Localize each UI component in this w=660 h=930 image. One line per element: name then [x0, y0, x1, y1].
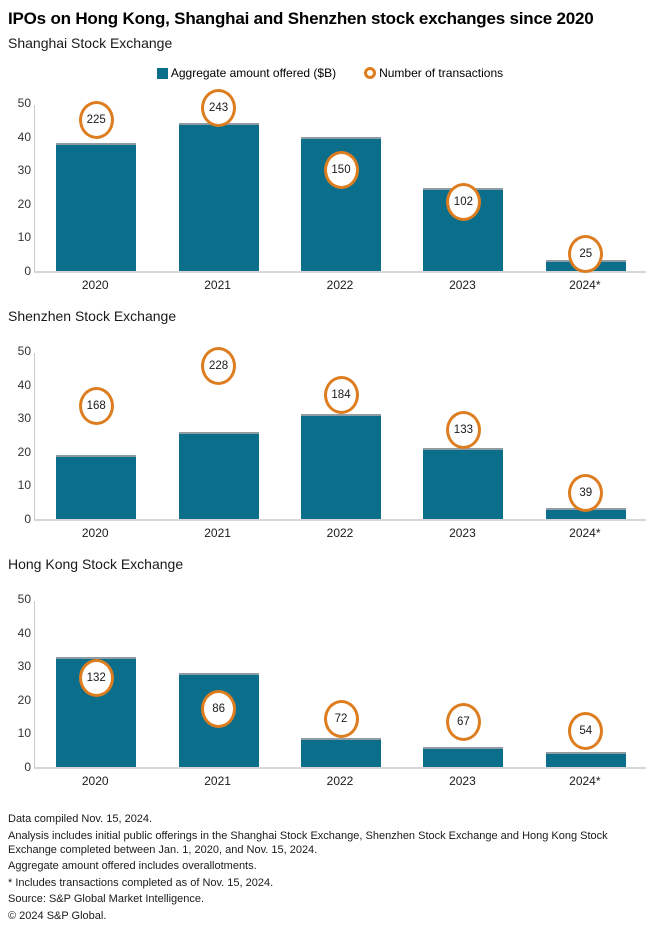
x-axis-label-2023: 2023 — [449, 278, 476, 292]
plot-area-hong-kong: 0 10 20 30 40 50 132 86 72 67 54 — [18, 592, 646, 774]
footnote-5: Source: S&P Global Market Intelligence. — [8, 893, 205, 905]
x-axis-label-2022: 2022 — [326, 278, 354, 292]
transactions-marker-2022: 150 — [323, 151, 359, 190]
chart-section-shanghai: Shanghai Stock Exchange Aggregate amount… — [8, 35, 652, 292]
legend-label-transactions: Number of transactions — [379, 66, 504, 80]
transactions-marker-2023: 133 — [445, 410, 481, 449]
y-axis-tick-label: 50 — [17, 344, 31, 358]
footnote-2: Analysis includes initial public offerin… — [8, 829, 608, 856]
x-axis-hong-kong: 2020 2021 2022 2023 2024* — [34, 774, 646, 788]
transactions-marker-2021: 86 — [201, 690, 237, 729]
y-axis-tick-label: 0 — [24, 760, 31, 774]
x-axis-label-2021: 2021 — [204, 774, 231, 788]
legend-item-transactions: Number of transactions — [364, 66, 503, 80]
bar-2023 — [423, 746, 504, 767]
transactions-ring-icon — [364, 67, 377, 79]
transactions-marker-2024: 39 — [568, 473, 604, 512]
plot-area-shanghai: 0 10 20 30 40 50 225 243 150 102 25 — [18, 88, 646, 278]
footnote-4: * Includes transactions completed as of … — [8, 876, 274, 889]
bar-2020 — [56, 143, 137, 271]
y-axis-tick-label: 40 — [17, 129, 31, 144]
bar-2021 — [178, 123, 259, 271]
bar-2022 — [301, 413, 381, 519]
x-axis-label-2023: 2023 — [449, 774, 476, 788]
y-axis-tick-label: 0 — [24, 512, 31, 526]
transactions-marker-2022: 184 — [323, 376, 359, 415]
x-axis-label-2020: 2020 — [81, 774, 109, 788]
x-axis-label-2022: 2022 — [326, 526, 354, 540]
figure-title: IPOs on Hong Kong, Shanghai and Shenzhen… — [8, 9, 594, 28]
footnote-1: Data compiled Nov. 15, 2024. — [8, 813, 153, 825]
transactions-marker-2023: 67 — [445, 702, 481, 741]
x-axis-label-2024: 2024* — [569, 278, 601, 292]
footnote-3: Aggregate amount offered includes overal… — [8, 860, 257, 872]
y-axis-tick-label: 10 — [17, 230, 31, 245]
y-axis-tick-label: 40 — [17, 625, 31, 640]
footnotes: Data compiled Nov. 15, 2024. Analysis inc… — [8, 812, 652, 923]
legend: Aggregate amount offered ($B) Number of … — [8, 65, 652, 81]
transactions-marker-2020: 132 — [78, 659, 114, 698]
bar-2023 — [423, 448, 504, 519]
transactions-marker-2020: 168 — [78, 387, 114, 426]
chart-section-hong-kong: Hong Kong Stock Exchange 0 10 20 30 40 50 132 8… — [8, 556, 652, 788]
chart-subtitle-shanghai: Shanghai Stock Exchange — [8, 35, 173, 51]
x-axis-label-2020: 2020 — [81, 526, 109, 540]
x-axis-label-2022: 2022 — [326, 774, 354, 788]
x-axis-shenzhen: 2020 2021 2022 2023 2024* — [34, 526, 646, 540]
x-axis-label-2020: 2020 — [81, 278, 109, 292]
y-axis-tick-label: 20 — [17, 692, 31, 707]
chart-subtitle-shenzhen: Shenzhen Stock Exchange — [8, 308, 177, 324]
bar-2020 — [56, 455, 137, 519]
y-axis-tick-label: 30 — [17, 411, 31, 426]
x-axis-shanghai: 2020 2021 2022 2023 2024* — [34, 278, 646, 292]
chart-subtitle-hong-kong: Hong Kong Stock Exchange — [8, 556, 184, 572]
bar-series-swatch-icon — [156, 67, 168, 79]
legend-item-aggregate-amount: Aggregate amount offered ($B) — [156, 66, 337, 80]
y-axis-tick-label: 10 — [17, 478, 31, 493]
transactions-marker-2020: 225 — [78, 100, 114, 139]
x-axis-label-2023: 2023 — [449, 526, 476, 540]
y-axis-tick-label: 30 — [17, 163, 31, 178]
bar-2022 — [301, 738, 381, 767]
x-axis-label-2024: 2024* — [569, 526, 601, 540]
x-axis-label-2021: 2021 — [204, 526, 231, 540]
bar-2021 — [178, 431, 259, 519]
bar-2024 — [545, 752, 626, 767]
transactions-marker-2021: 228 — [201, 346, 237, 385]
x-axis-label-2021: 2021 — [204, 278, 231, 292]
footnote-6: © 2024 S&P Global. — [8, 909, 107, 922]
y-axis-tick-label: 10 — [17, 726, 31, 741]
transactions-marker-2023: 102 — [445, 183, 481, 222]
y-axis-tick-label: 0 — [24, 264, 31, 278]
y-axis-tick-label: 20 — [17, 444, 31, 459]
plot-area-shenzhen: 0 10 20 30 40 50 168 228 184 133 39 — [18, 344, 646, 526]
y-axis-tick-label: 20 — [17, 196, 31, 211]
transactions-marker-2024: 54 — [568, 711, 604, 750]
transactions-marker-2024: 25 — [568, 235, 604, 274]
transactions-marker-2021: 243 — [201, 88, 237, 127]
chart-section-shenzhen: Shenzhen Stock Exchange 0 10 20 30 40 50 168 22… — [8, 308, 652, 540]
transactions-marker-2022: 72 — [323, 699, 359, 738]
y-axis-tick-label: 50 — [17, 592, 31, 606]
y-axis-tick-label: 40 — [17, 377, 31, 392]
legend-label-aggregate-amount: Aggregate amount offered ($B) — [170, 66, 337, 80]
y-axis-tick-label: 30 — [17, 659, 31, 674]
x-axis-label-2024: 2024* — [569, 774, 601, 788]
y-axis-tick-label: 50 — [17, 96, 31, 110]
